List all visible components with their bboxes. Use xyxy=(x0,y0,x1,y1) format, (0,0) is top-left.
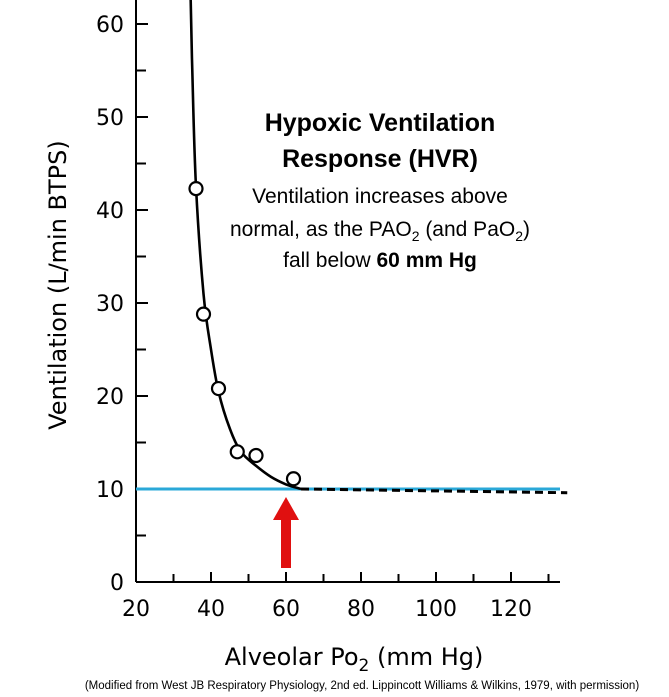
x-axis-title-sub: 2 xyxy=(359,656,370,676)
y-tick-label: 0 xyxy=(110,571,124,596)
annotation-line2-b: (and PaO xyxy=(419,218,515,241)
annotation-line3-bold: 60 mm Hg xyxy=(377,249,477,272)
x-axis-title-suffix: (mm Hg) xyxy=(369,643,483,671)
data-point xyxy=(188,181,204,197)
annotation-line2-a: normal, as the PAO xyxy=(230,218,412,241)
data-point xyxy=(195,306,212,322)
x-tick-label: 80 xyxy=(347,597,375,622)
arrow-head xyxy=(273,497,299,520)
annotation-title-line2: Response (HVR) xyxy=(282,145,478,173)
y-tick-label: 30 xyxy=(96,292,124,317)
y-tick-label: 40 xyxy=(96,199,124,224)
annotation-line2: normal, as the PAO2 (and PaO2) xyxy=(230,218,530,244)
annotation-line3-a: fall below xyxy=(283,249,376,272)
arrow-shaft xyxy=(281,518,291,568)
data-point xyxy=(229,444,245,460)
data-points xyxy=(188,181,302,487)
y-axis-title: Ventilation (L/min BTPS) xyxy=(44,140,72,430)
data-point xyxy=(248,447,264,464)
threshold-arrow xyxy=(273,497,299,568)
x-tick-label: 100 xyxy=(415,597,457,622)
annotation-title-line1: Hypoxic Ventilation xyxy=(265,109,496,137)
y-tick-label: 60 xyxy=(96,13,124,38)
annotation-line2-sub1: 2 xyxy=(412,228,420,244)
data-point xyxy=(285,471,302,487)
x-tick-label: 20 xyxy=(122,597,150,622)
x-axis-title-main: Alveolar Po xyxy=(225,643,359,671)
x-tick-label: 40 xyxy=(197,597,225,622)
annotation-line2-sub2: 2 xyxy=(515,228,523,244)
annotation-line3: fall below 60 mm Hg xyxy=(283,249,477,272)
y-ticks: 0 10 20 30 40 50 60 xyxy=(96,13,148,596)
x-axis-title: Alveolar Po2 (mm Hg) xyxy=(225,643,484,676)
data-point xyxy=(210,380,227,397)
y-tick-label: 50 xyxy=(96,106,124,131)
y-tick-label: 20 xyxy=(96,385,124,410)
y-tick-label: 10 xyxy=(96,478,124,503)
source-caption: (Modified from West JB Respiratory Physi… xyxy=(85,680,640,692)
extrapolated-dashed-line xyxy=(300,487,568,495)
x-tick-label: 60 xyxy=(272,597,300,622)
annotation-line1: Ventilation increases above xyxy=(252,185,508,208)
x-tick-label: 120 xyxy=(490,597,532,622)
x-ticks: 20 40 60 80 100 120 xyxy=(122,572,550,622)
fitted-curve-line xyxy=(189,0,302,491)
annotation-block: Hypoxic Ventilation Response (HVR) Venti… xyxy=(230,109,530,272)
annotation-line2-c: ) xyxy=(523,218,530,241)
